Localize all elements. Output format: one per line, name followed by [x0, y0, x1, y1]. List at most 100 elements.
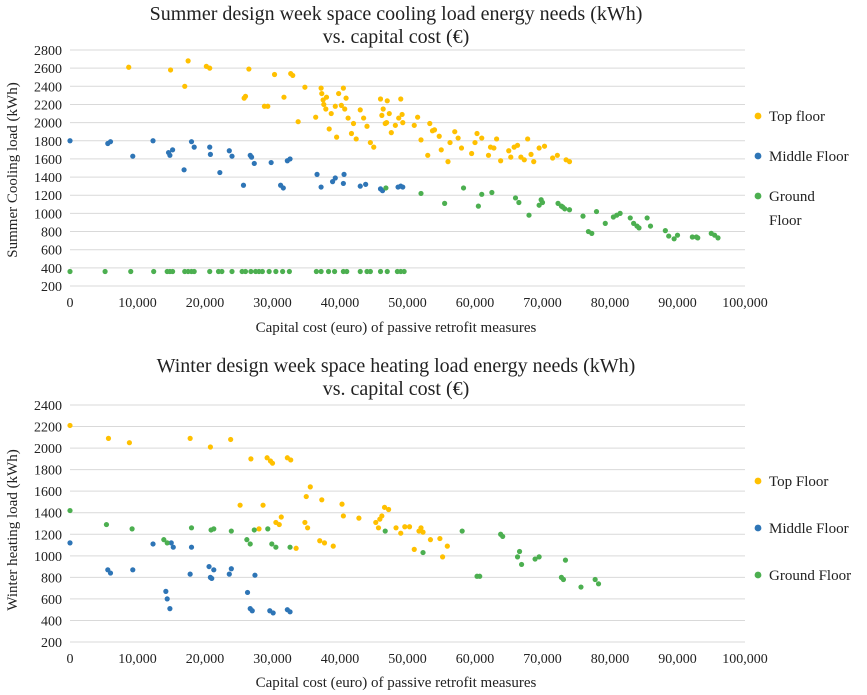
point-top-floor	[445, 159, 451, 165]
point-top-floor	[350, 120, 357, 127]
point-middle-floor	[150, 138, 156, 144]
point-top-floor	[313, 114, 319, 120]
y-axis-label: Summer Cooling load (kWh)	[5, 82, 21, 257]
point-top-floor	[411, 546, 417, 552]
point-top-floor	[452, 129, 458, 135]
point-middle-floor	[107, 139, 114, 145]
y-tick-label: 800	[41, 226, 62, 241]
point-ground-floor	[512, 195, 519, 201]
point-top-floor	[323, 106, 329, 112]
point-middle-floor	[287, 156, 293, 162]
point-top-floor	[506, 148, 512, 154]
point-ground-floor	[164, 540, 170, 546]
point-top-floor	[380, 106, 386, 112]
point-middle-floor	[209, 575, 215, 582]
y-tick-label: 1600	[34, 485, 62, 500]
point-top-floor	[228, 436, 234, 443]
point-ground-floor	[695, 235, 701, 241]
point-middle-floor	[341, 171, 347, 177]
y-tick-label: 2400	[34, 80, 62, 95]
point-top-floor	[386, 506, 392, 513]
point-ground-floor	[516, 548, 523, 555]
legend: Top floor Middle Floor Ground Floor	[754, 109, 849, 229]
point-top-floor	[319, 90, 325, 97]
legend-label: Ground	[769, 189, 815, 205]
x-tick-label: 80,000	[591, 296, 630, 311]
x-tick-label: 90,000	[658, 296, 697, 311]
winter-heating-chart: Winter design week space heating load en…	[5, 355, 851, 691]
point-top-floor	[319, 497, 325, 503]
point-top-floor	[472, 139, 478, 146]
point-middle-floor	[164, 596, 170, 602]
point-middle-floor	[187, 571, 193, 577]
point-ground-floor	[332, 268, 338, 275]
point-ground-floor	[500, 533, 506, 540]
point-middle-floor	[314, 171, 320, 177]
y-tick-label: 2200	[34, 421, 62, 436]
point-middle-floor	[130, 567, 136, 573]
point-top-floor	[302, 519, 308, 526]
legend-marker	[754, 152, 762, 160]
point-top-floor	[303, 493, 309, 500]
point-top-floor	[498, 158, 504, 164]
point-middle-floor	[248, 154, 255, 160]
point-ground-floor	[248, 268, 254, 275]
chart-title-line2: vs. capital cost (€)	[323, 378, 470, 400]
point-middle-floor	[252, 572, 258, 578]
point-middle-floor	[130, 153, 136, 159]
point-middle-floor	[357, 183, 363, 189]
point-top-floor	[288, 457, 294, 463]
point-ground-floor	[318, 268, 324, 275]
point-ground-floor	[273, 544, 279, 550]
y-axis-label: Winter heating load (kWh)	[5, 449, 21, 610]
point-middle-floor	[67, 540, 73, 546]
point-middle-floor	[207, 144, 213, 150]
x-tick-label: 10,000	[118, 652, 157, 667]
y-tick-label: 1400	[34, 171, 62, 186]
point-top-floor	[307, 484, 313, 490]
point-top-floor	[340, 513, 346, 519]
point-ground-floor	[562, 557, 569, 563]
point-ground-floor	[566, 207, 573, 213]
point-ground-floor	[589, 230, 595, 236]
point-top-floor	[356, 515, 362, 521]
point-ground-floor	[377, 268, 384, 275]
point-middle-floor	[217, 169, 223, 176]
point-ground-floor	[671, 236, 677, 242]
y-tick-label: 1400	[34, 507, 62, 522]
y-tick-label: 400	[41, 614, 62, 629]
y-tick-labels: 200 400 600 800 1000 1200 1400 1600 1800 2000 2200…	[34, 44, 62, 295]
point-top-floor	[392, 122, 398, 128]
point-ground-floor	[384, 268, 390, 275]
x-tick-label: 60,000	[456, 296, 495, 311]
chart-title-line1: Summer design week space cooling load en…	[150, 3, 643, 25]
point-top-floor	[336, 90, 342, 97]
point-ground-floor	[477, 573, 483, 579]
point-top-floor	[379, 513, 385, 519]
point-ground-floor	[460, 185, 467, 191]
point-middle-floor	[268, 159, 274, 166]
x-tick-label: 30,000	[253, 652, 292, 667]
point-ground-floor	[580, 213, 586, 219]
point-ground-floor	[247, 541, 253, 547]
legend-label: Ground Floor	[769, 568, 851, 584]
point-middle-floor	[228, 566, 234, 572]
point-middle-floor	[332, 175, 338, 181]
point-top-floor	[531, 159, 537, 165]
point-ground-floor	[578, 584, 584, 590]
point-middle-floor	[107, 570, 114, 576]
point-middle-floor	[211, 567, 217, 573]
point-middle-floor	[150, 541, 156, 547]
point-top-floor	[393, 525, 399, 531]
point-ground-floor	[287, 544, 293, 550]
point-middle-floor	[400, 184, 406, 190]
point-top-floor	[126, 64, 132, 70]
point-middle-floor	[170, 147, 176, 153]
point-ground-floor	[367, 268, 373, 275]
point-top-floor	[427, 537, 434, 543]
point-top-floor	[367, 139, 373, 146]
point-ground-floor	[647, 223, 654, 229]
point-ground-floor	[313, 268, 319, 275]
y-tick-label: 1600	[34, 153, 62, 168]
y-tick-labels: 200 400 600 800 1000 1200 1400 1600 1800 2000 2200…	[34, 399, 62, 651]
